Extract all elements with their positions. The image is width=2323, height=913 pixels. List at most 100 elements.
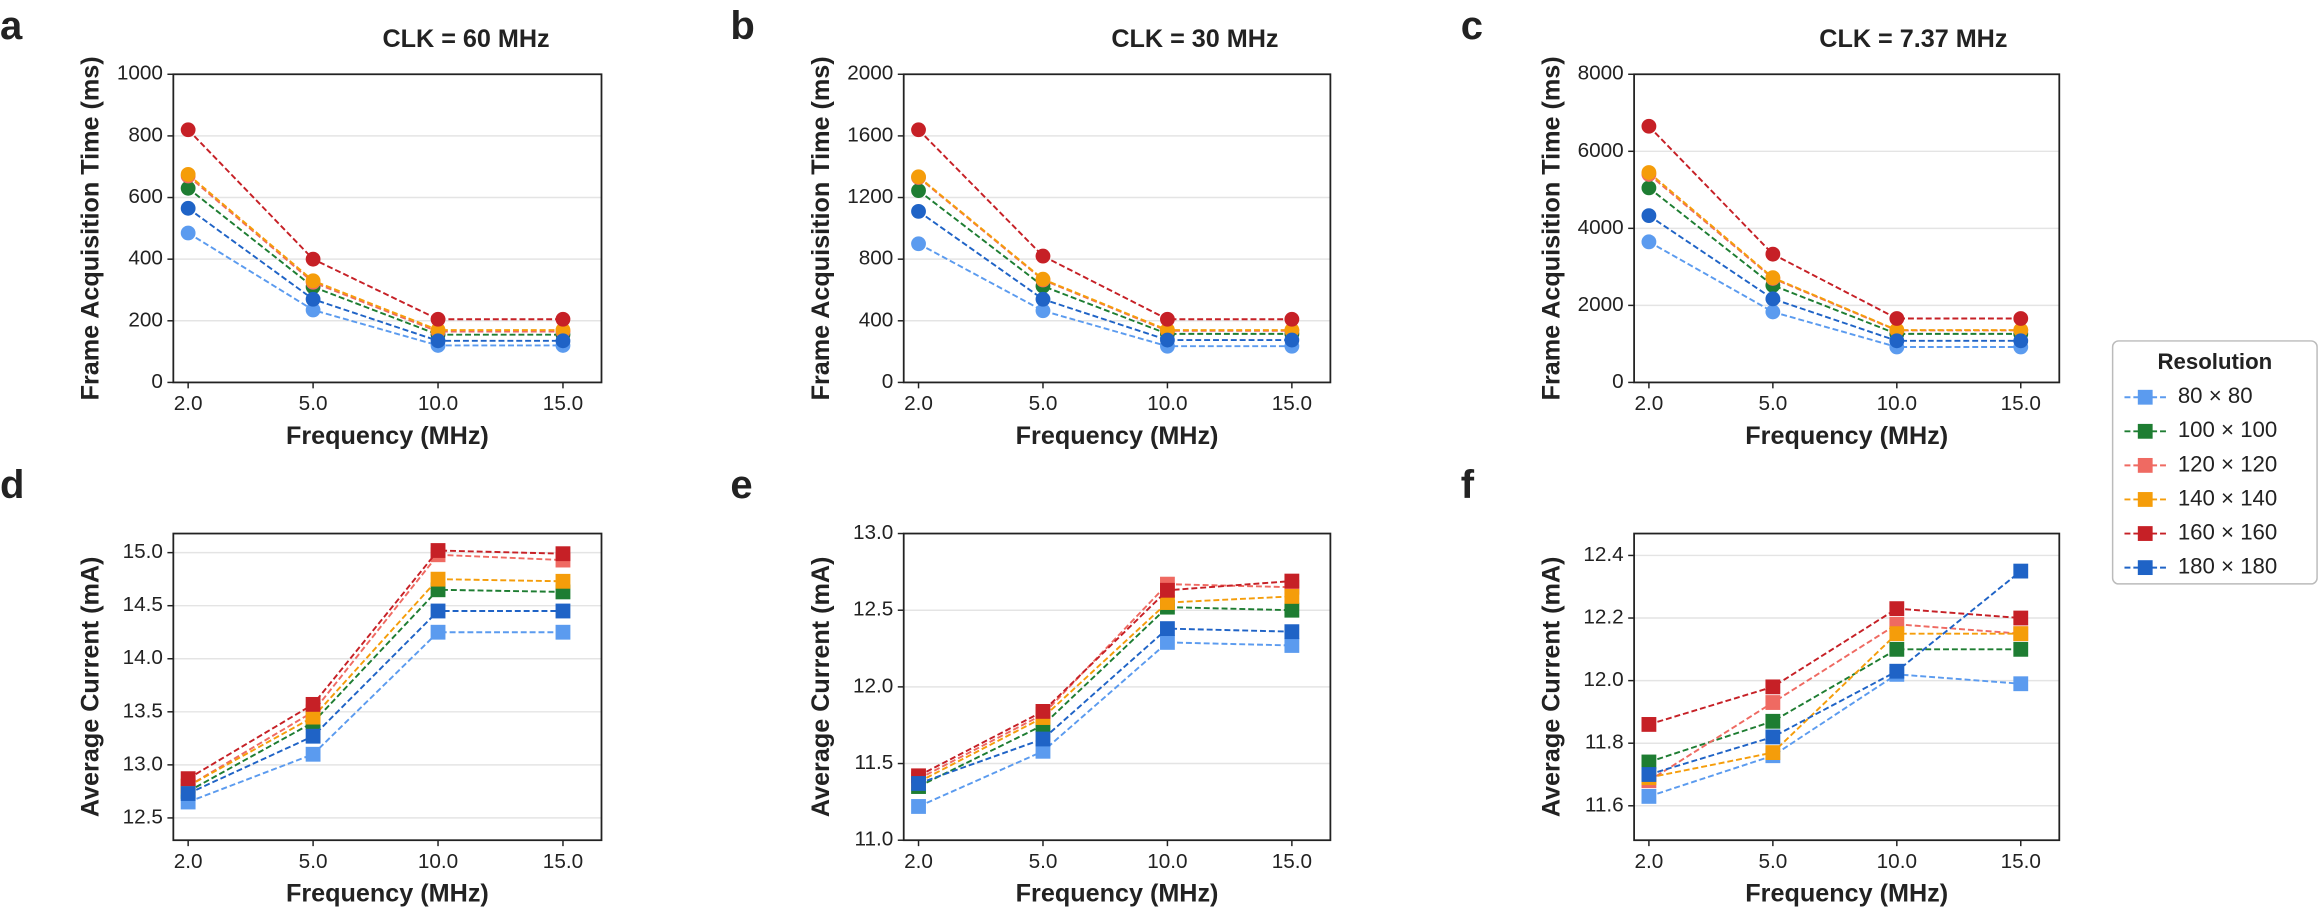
marker — [1765, 729, 1781, 745]
x-tick-label: 15.0 — [543, 392, 583, 415]
y-tick-label: 11.5 — [855, 751, 894, 774]
marker — [430, 624, 446, 640]
marker — [1765, 679, 1781, 695]
marker — [180, 200, 196, 216]
legend-marker — [2137, 560, 2153, 576]
marker — [305, 728, 321, 744]
chart-title: CLK = 30 MHz — [1111, 25, 1278, 53]
legend-marker — [2137, 457, 2153, 473]
legend-label: 80 × 80 — [2178, 383, 2253, 408]
marker — [1284, 588, 1300, 604]
marker — [1284, 573, 1300, 589]
marker — [305, 302, 321, 318]
x-axis-label: Frequency (MHz) — [286, 422, 489, 450]
series-line — [187, 588, 563, 793]
y-tick-label: 15.0 — [123, 540, 163, 563]
x-axis-label: Frequency (MHz) — [286, 880, 489, 908]
series-line — [187, 187, 563, 336]
x-axis-label: Frequency (MHz) — [1016, 422, 1219, 450]
y-tick-label: 12.0 — [1583, 668, 1623, 691]
marker — [555, 603, 571, 619]
x-tick-label: 2.0 — [904, 392, 933, 415]
series-line — [917, 210, 1292, 342]
series-line — [917, 189, 1292, 335]
series-line — [187, 175, 563, 333]
series-line — [918, 580, 1292, 777]
series-line — [1648, 607, 2021, 726]
marker — [1035, 248, 1051, 264]
legend-marker — [2137, 423, 2153, 439]
series-line — [187, 553, 564, 787]
series-line — [1648, 125, 2021, 320]
x-tick-label: 15.0 — [543, 850, 583, 873]
marker — [1765, 291, 1781, 307]
y-tick-label: 12.0 — [853, 674, 893, 697]
marker — [180, 225, 196, 241]
y-tick-label: 1600 — [847, 123, 893, 146]
series-line — [917, 176, 1292, 332]
marker — [430, 333, 446, 349]
panel-label: c — [1461, 4, 1483, 48]
marker — [2013, 676, 2029, 692]
series-line — [1648, 240, 2021, 348]
y-axis-label: Frame Acquisition Time (ms) — [1537, 56, 1565, 400]
series-line — [918, 242, 1292, 348]
marker — [2013, 563, 2029, 579]
y-tick-label: 800 — [128, 123, 163, 146]
marker — [180, 180, 196, 196]
y-tick-label: 4000 — [1578, 216, 1624, 239]
marker — [1889, 626, 1905, 642]
marker — [1889, 333, 1905, 349]
x-tick-label: 5.0 — [299, 392, 328, 415]
series-line — [1648, 632, 2021, 779]
marker — [1889, 663, 1905, 679]
series-line — [187, 610, 563, 795]
marker — [1889, 641, 1905, 657]
legend-label: 140 × 140 — [2178, 485, 2277, 510]
x-tick-label: 15.0 — [1272, 392, 1312, 415]
marker — [2013, 626, 2029, 642]
marker — [1889, 322, 1905, 338]
y-tick-label: 2000 — [847, 62, 893, 85]
marker — [911, 799, 926, 814]
marker — [180, 167, 196, 182]
marker — [430, 571, 446, 587]
y-tick-label: 800 — [859, 247, 894, 270]
panel-label: f — [1461, 463, 1475, 507]
series-line — [187, 129, 563, 321]
panel-label: e — [730, 463, 752, 507]
x-tick-label: 10.0 — [1877, 392, 1917, 415]
series-line — [918, 583, 1292, 780]
marker — [1035, 704, 1051, 719]
x-tick-label: 15.0 — [1272, 850, 1312, 873]
series-line — [187, 578, 563, 787]
y-tick-label: 0 — [882, 370, 894, 393]
marker — [911, 776, 926, 791]
marker — [2013, 610, 2029, 626]
marker — [1284, 311, 1300, 327]
y-axis-label: Frame Acquisition Time (ms) — [77, 56, 105, 400]
series-line — [187, 631, 563, 803]
marker — [180, 122, 196, 138]
series-line — [918, 627, 1292, 785]
series-line — [1648, 171, 2021, 332]
marker — [1889, 311, 1905, 326]
x-tick-label: 15.0 — [2001, 392, 2041, 415]
marker — [1035, 291, 1051, 307]
marker — [180, 771, 196, 787]
marker — [305, 746, 321, 762]
y-tick-label: 12.5 — [853, 598, 893, 621]
series-line — [1648, 570, 2022, 776]
y-axis-label: Average Current (mA) — [77, 557, 105, 818]
x-axis-label: Frequency (MHz) — [1016, 880, 1219, 908]
x-tick-label: 10.0 — [1147, 392, 1187, 415]
marker — [305, 709, 321, 725]
x-tick-label: 10.0 — [1147, 850, 1187, 873]
marker — [430, 543, 446, 558]
legend-marker — [2137, 526, 2153, 541]
series-line — [187, 549, 563, 780]
marker — [1641, 234, 1657, 250]
panel-label: b — [730, 4, 754, 48]
marker — [1641, 118, 1657, 134]
marker — [1765, 246, 1781, 262]
